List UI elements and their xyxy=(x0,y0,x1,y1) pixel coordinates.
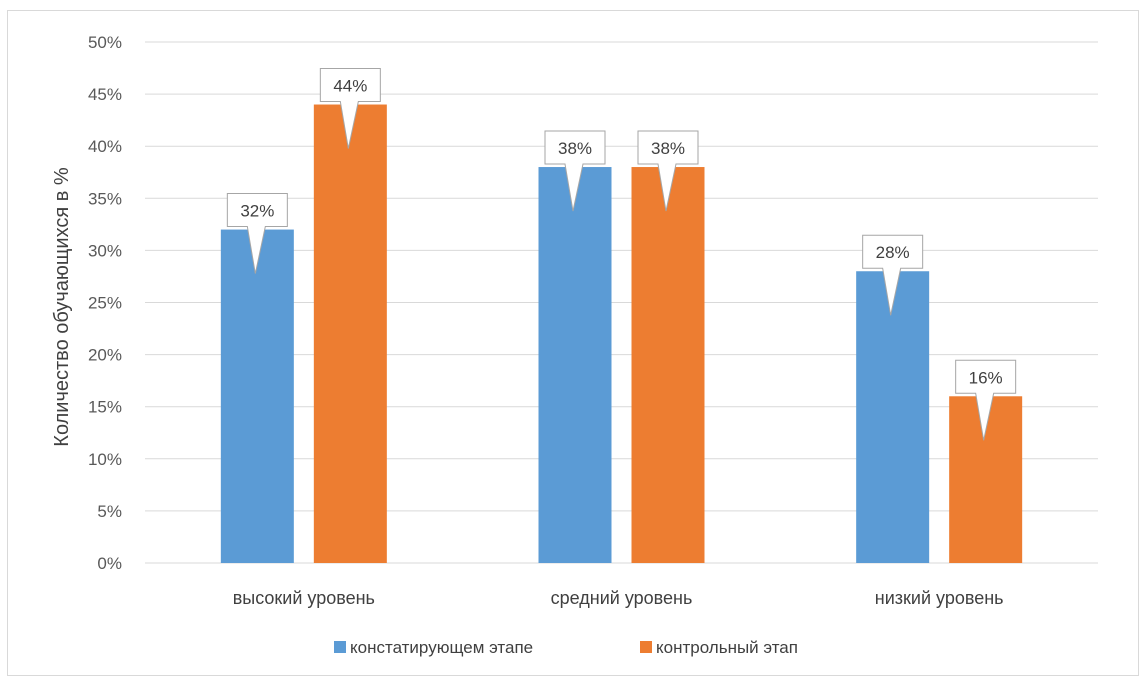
y-tick-label: 50% xyxy=(88,33,122,52)
y-tick-label: 0% xyxy=(97,554,122,573)
data-label-text: 28% xyxy=(876,243,910,262)
data-label-callout xyxy=(544,130,606,212)
legend-item: констатирующем этапе xyxy=(334,638,533,657)
y-tick-label: 10% xyxy=(88,450,122,469)
y-tick-label: 45% xyxy=(88,85,122,104)
data-label-text: 44% xyxy=(333,77,367,96)
data-label: 28% xyxy=(862,234,924,316)
data-label: 38% xyxy=(544,130,606,212)
legend: констатирующем этапе контрольный этап xyxy=(334,638,798,657)
y-tick-label: 35% xyxy=(88,189,122,208)
data-label: 32% xyxy=(226,193,288,274)
legend-item: контрольный этап xyxy=(640,638,798,657)
y-tick-label: 5% xyxy=(97,502,122,521)
data-label: 44% xyxy=(319,68,381,149)
data-label-callout xyxy=(226,193,288,274)
data-label-callout xyxy=(862,234,924,316)
x-category-label: средний уровень xyxy=(551,588,693,608)
legend-swatch xyxy=(640,641,652,653)
data-label-text: 38% xyxy=(558,139,592,158)
y-tick-label: 30% xyxy=(88,241,122,260)
y-tick-label: 25% xyxy=(88,294,122,313)
legend-swatch xyxy=(334,641,346,653)
bar xyxy=(313,104,387,564)
y-axis-ticks: 0% 5% 10% 15% 20% 25% 30% 35% 40% 45% 50% xyxy=(88,33,122,573)
y-axis-title: Количество обучающихся в % xyxy=(51,167,73,447)
bar xyxy=(220,229,294,563)
y-tick-label: 20% xyxy=(88,346,122,365)
legend-label: констатирующем этапе xyxy=(350,638,533,657)
data-label-callout xyxy=(955,359,1017,441)
data-label-text: 32% xyxy=(240,202,274,221)
y-tick-label: 40% xyxy=(88,137,122,156)
data-label: 38% xyxy=(637,130,699,212)
y-tick-label: 15% xyxy=(88,398,122,417)
legend-label: контрольный этап xyxy=(656,638,798,657)
gridlines xyxy=(145,41,1098,564)
data-labels: 32% 44% 38% 38% 28% 16% xyxy=(226,68,1017,441)
bars xyxy=(220,104,1023,564)
bar xyxy=(538,167,612,564)
x-category-label: высокий уровень xyxy=(233,588,375,608)
data-label-text: 38% xyxy=(651,139,685,158)
data-label: 16% xyxy=(955,359,1017,441)
bar xyxy=(631,167,705,564)
bar xyxy=(856,271,930,563)
data-label-callout xyxy=(319,68,381,149)
x-category-label: низкий уровень xyxy=(875,588,1004,608)
data-label-callout xyxy=(637,130,699,212)
data-label-text: 16% xyxy=(969,368,1003,387)
x-axis-categories: высокий уровень средний уровень низкий уро… xyxy=(233,588,1004,608)
